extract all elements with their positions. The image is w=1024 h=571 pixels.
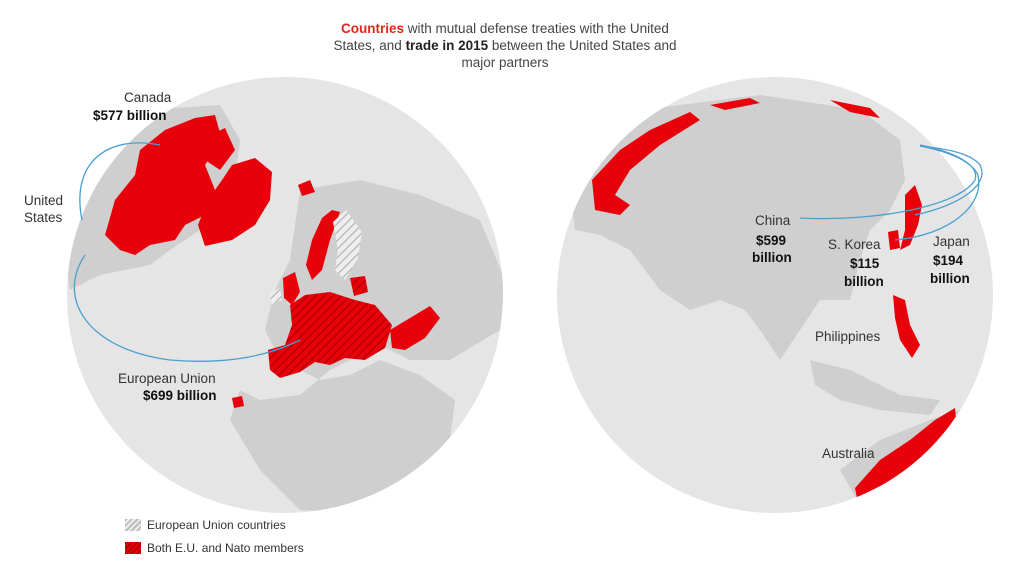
canary-shape [232,396,244,408]
value-japan-1: $194 [933,253,964,268]
label-japan: Japan [933,234,970,249]
baltic-shape [350,276,368,296]
label-eu: European Union [118,371,216,386]
value-south-korea-1: $115 [850,256,880,271]
value-china-1: $599 [756,233,787,248]
legend-both-label: Both E.U. and Nato members [147,541,304,555]
philippines-shape [893,295,920,358]
arctic-islands-2-shape [830,100,880,118]
asia-land [565,95,905,360]
value-china-2: billion [752,250,792,265]
turkey-shape [390,306,440,350]
southeast-asia-land [810,360,940,415]
label-china: China [755,213,791,228]
korea-flow-line [894,145,980,241]
legend-both-members: Both E.U. and Nato members [125,541,304,555]
europe-right-shape [592,112,700,215]
norway-shape [306,210,340,280]
arctic-islands-shape [710,98,760,110]
japan-shape [900,185,922,250]
iceland-shape [298,180,315,196]
label-canada: Canada [124,90,172,105]
us-canada-flow-line [79,142,161,221]
uk-shape [283,272,300,305]
right-globe [557,77,993,513]
title-highlight: Countries [341,21,405,36]
us-eu-flow-line [73,254,301,362]
australia-shape [855,408,958,503]
title-bold: trade in 2015 [405,38,489,53]
legend-eu-label: European Union countries [147,518,286,532]
canada-islands [200,128,235,170]
legend-eu-swatch [125,519,141,531]
europe-eu-nato-shape [268,292,392,378]
title-part1: with mutual defense treaties with the Un… [333,21,669,53]
value-south-korea-2: billion [844,274,884,289]
japan-flow-line [914,145,983,216]
label-united-states-1: United [24,193,64,208]
map-title: Countries with mutual defense treaties w… [330,20,680,71]
label-australia: Australia [822,446,875,461]
value-eu: $699 billion [143,388,217,403]
greenland-shape [198,158,272,246]
label-united-states-2: States [24,210,63,225]
left-globe [67,77,503,513]
legend-eu-countries: European Union countries [125,518,286,532]
title-part2: between the United States and major part… [461,38,677,70]
label-philippines: Philippines [815,329,881,344]
canada-shape [105,115,222,255]
sweden-finland-shape [333,210,362,280]
value-canada: $577 billion [93,108,167,123]
label-south-korea: S. Korea [828,237,881,252]
korea-shape [888,230,900,250]
ireland-shape [270,288,282,304]
value-japan-2: billion [930,271,970,286]
legend-both-swatch [125,542,141,554]
